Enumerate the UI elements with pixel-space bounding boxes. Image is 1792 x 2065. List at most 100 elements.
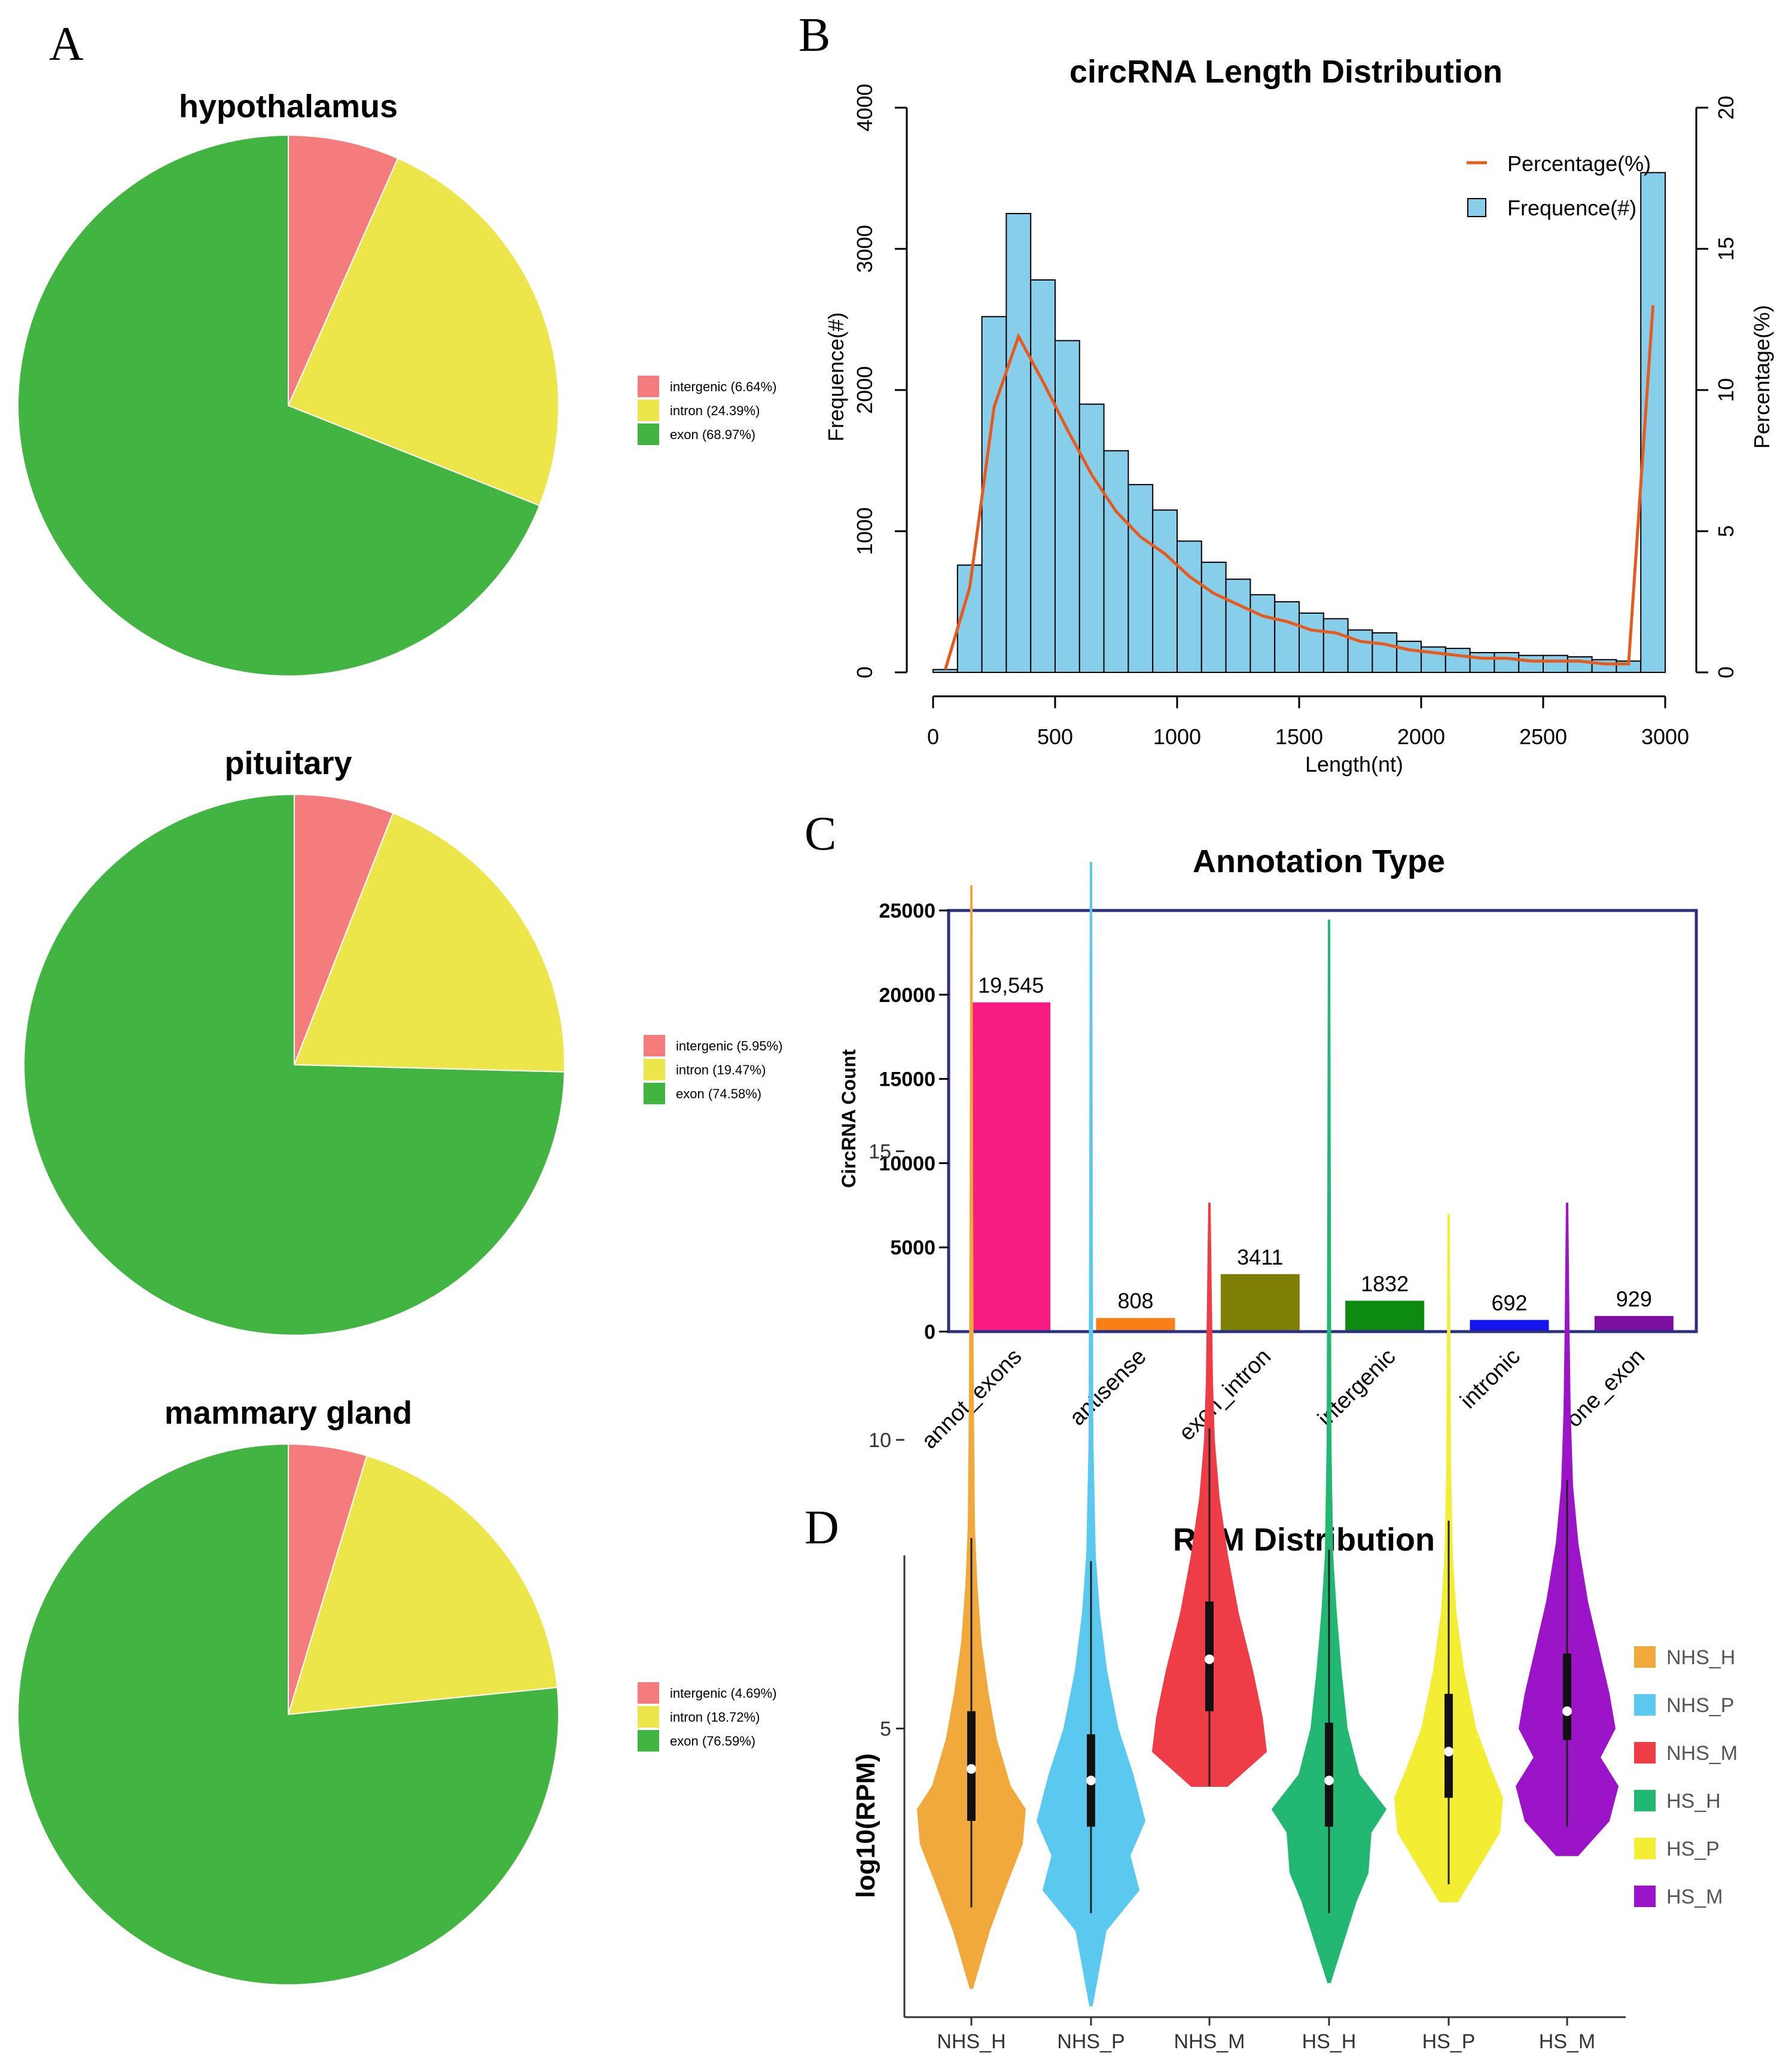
violin-box [1325,1722,1333,1827]
x-axis-label: Length(nt) [1305,752,1403,776]
x-tick-label: NHS_H [937,2030,1005,2053]
histogram-bar [1640,172,1666,673]
y2-tick-label: 20 [1714,96,1738,120]
y-tick-label: 25000 [879,900,935,922]
percentage-line [944,305,1655,670]
y-tick-label: 0 [852,666,877,678]
rpm-distribution-chart: RPM Distribution NHS_H NHS_P NHS_M HS_H HS_P… [851,862,1738,2053]
histogram-bar [1543,654,1568,674]
x-tick-label: 1000 [1153,724,1201,749]
legend-label-NHS_M: NHS_M [1666,1742,1738,1765]
pie-slice-intron [293,812,565,1073]
histogram-bar [1567,656,1593,674]
plot-frame [947,909,1698,1333]
y2-axis-label: Percentage(%) [1750,305,1774,449]
pie-slices [17,134,559,677]
legend-label-HS_M: HS_M [1666,1886,1723,1908]
legend-swatch-HS_P [1634,1838,1656,1859]
histogram-bar [1347,629,1373,673]
histogram-bar [1249,594,1276,674]
y-tick-label: 10 [868,1429,891,1452]
legend-label-intron: intron (24.39%) [670,403,760,418]
legend-label-HS_P: HS_P [1666,1838,1720,1860]
violin-median [967,1764,976,1774]
legend-label-HS_H: HS_H [1666,1790,1721,1813]
x-tick-label: HS_H [1302,2030,1357,2053]
pie-slice-intron [287,1455,558,1716]
x-tick-label: 500 [1037,724,1073,749]
pie-title: hypothalamus [179,89,398,124]
histogram-bars [932,172,1666,674]
axes: 5 10 15 [868,1141,1626,2026]
violin-box [1444,1694,1453,1798]
violin-median [1324,1775,1334,1786]
bar-value-label: 3411 [1237,1245,1283,1269]
pie-chart-pituitary: pituitary intergenic (5.95%) intron (19.… [23,745,783,1336]
legend-swatch-intron [638,400,659,421]
y-tick-label: 5 [880,1718,891,1741]
legend-swatch-exon [638,1730,659,1752]
pie-slice-exon [23,793,565,1336]
histogram-bar [1444,647,1471,674]
pie-legend: intergenic (4.69%) intron (18.72%) exon … [638,1682,777,1752]
violin-NHS_P [1036,862,1146,2006]
legend-label-exon: exon (76.59%) [670,1734,755,1749]
panel-letter-a: A [49,18,84,71]
legend-swatch-exon [638,424,659,445]
legend: Percentage(%) Frequence(#) [1467,151,1651,220]
pie-slice-intergenic [288,134,399,406]
legend-label-exon: exon (74.58%) [676,1086,761,1101]
legend-swatch-NHS_H [1634,1646,1656,1668]
y-tick-label: 4000 [852,84,877,132]
violin-median [1086,1775,1096,1786]
histogram-bar [1152,509,1178,673]
pie-legend: intergenic (5.95%) intron (19.47%) exon … [644,1035,783,1104]
y-axis-label: log10(RPM) [851,1753,880,1898]
y-axis-label: CircRNA Count [838,1049,860,1188]
bar-value-label: 19,545 [978,973,1044,998]
annotation-bar-intergenic [1345,1300,1425,1332]
chart-title: Annotation Type [1193,843,1445,879]
histogram-bar [1055,340,1080,673]
histogram-bar [1322,618,1349,673]
pie-slices [17,1443,559,1985]
legend-label-intergenic: intergenic (4.69%) [670,1686,777,1701]
y2-tick-label: 15 [1714,237,1738,261]
histogram-bar [1274,601,1300,673]
x-tick-label: 2500 [1519,724,1567,749]
histogram-bar [981,316,1007,673]
legend-swatch-intron [644,1059,665,1080]
y-tick-label: 15 [868,1141,891,1164]
histogram-bar [1177,540,1202,674]
legend-label-NHS_H: NHS_H [1666,1646,1735,1669]
violin-box [1563,1653,1571,1740]
legend-label-NHS_P: NHS_P [1666,1694,1734,1717]
legend-label-frequence: Frequence(#) [1507,196,1636,220]
legend-label-intron: intron (18.72%) [670,1710,760,1725]
y-axis-label: Frequence(#) [824,312,848,441]
x-tick-label: NHS_M [1174,2030,1245,2053]
pie-title: pituitary [224,745,352,781]
legend-swatch-intergenic [638,1682,659,1704]
legend-swatch-NHS_M [1634,1742,1656,1764]
legend-label-intron: intron (19.47%) [676,1062,766,1077]
y-tick-label: 3000 [852,225,877,273]
legend-swatch-HS_M [1634,1886,1656,1907]
panel-letter-b: B [799,9,830,62]
legend-label-intergenic: intergenic (6.64%) [670,379,777,394]
histogram-bar [1225,578,1251,673]
x-tick-label: 2000 [1397,724,1445,749]
x-tick-label: HS_M [1539,2030,1595,2053]
violin-median [1562,1706,1572,1716]
histogram-bar [1518,654,1544,674]
pie-slice-intergenic [294,793,394,1065]
y-tick-label: 15000 [879,1068,935,1091]
axes: 0 5000 10000 15000 20000 25000 [879,900,1698,1344]
violin-median [1444,1747,1453,1757]
legend-swatch-HS_H [1634,1790,1656,1811]
y-tick-label: 10000 [879,1152,935,1175]
y2-tick-label: 10 [1714,378,1738,402]
x-tick-label: HS_P [1422,2030,1476,2053]
histogram-bar [1372,632,1398,674]
